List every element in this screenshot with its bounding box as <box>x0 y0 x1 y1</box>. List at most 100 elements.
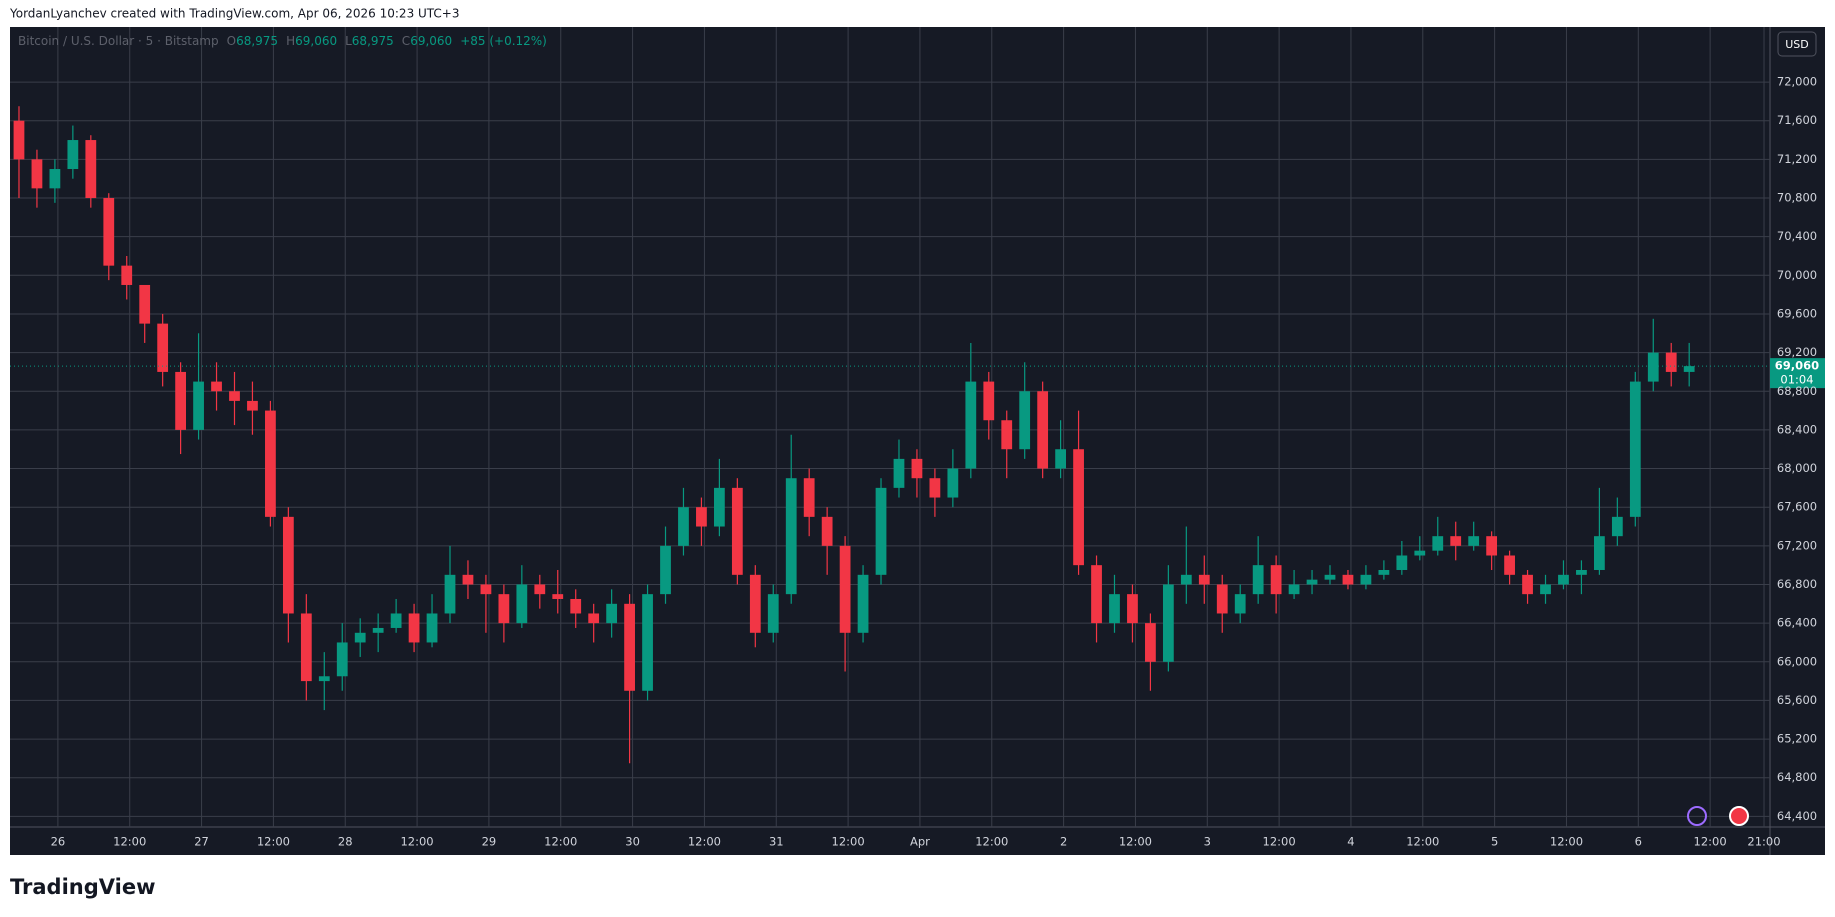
candle-body <box>1378 569 1390 575</box>
currency-button[interactable] <box>1777 31 1817 57</box>
candle-body <box>857 574 869 633</box>
x-tick-label: 29 <box>482 835 497 849</box>
y-tick-label: 68,000 <box>1777 461 1817 475</box>
candle-body <box>1324 574 1336 580</box>
x-tick-label: 3 <box>1204 835 1211 849</box>
candle-body <box>13 120 25 160</box>
x-tick-label: 12:00 <box>1406 835 1439 849</box>
candle-body <box>1486 536 1498 556</box>
x-tick-label: 21:00 <box>1747 835 1780 849</box>
x-tick-label: 6 <box>1635 835 1642 849</box>
candle-body <box>534 584 546 595</box>
candle-body <box>1468 536 1480 546</box>
status-line: Bitcoin / U.S. Dollar · 5 · Bitstamp O68,… <box>18 34 547 48</box>
status-prefix: O <box>227 34 236 48</box>
candle-body <box>1342 574 1354 585</box>
y-tick-label: 72,000 <box>1777 75 1817 89</box>
candle-body <box>462 574 474 585</box>
candle-body <box>1252 565 1264 595</box>
y-tick-label: 69,600 <box>1777 306 1817 320</box>
grid <box>10 27 1770 827</box>
candle-body <box>193 381 204 430</box>
candle-body <box>390 613 402 628</box>
status-prefix: C <box>402 34 410 48</box>
y-tick-label: 67,200 <box>1777 538 1817 552</box>
status-change: +85 (+0.12%) <box>460 34 547 48</box>
status-prefix: L <box>345 34 352 48</box>
status-value: 69,060 <box>410 34 452 48</box>
candle-body <box>1414 550 1426 556</box>
candle-body <box>1540 584 1551 595</box>
y-tick-label: 65,200 <box>1777 732 1817 746</box>
header-text: YordanLyanchev created with TradingView.… <box>9 7 460 21</box>
y-tick-label: 66,400 <box>1777 616 1817 630</box>
x-tick-label: 12:00 <box>1550 835 1583 849</box>
candle-body <box>696 507 707 527</box>
status-value: 68,975 <box>236 34 278 48</box>
candle-body <box>1558 574 1569 585</box>
events-icon[interactable] <box>1687 806 1707 826</box>
y-tick-label: 66,800 <box>1777 577 1817 591</box>
y-tick-label: 71,200 <box>1777 152 1817 166</box>
candle-body <box>839 545 851 633</box>
candle-body <box>1001 420 1013 450</box>
candle-body <box>444 574 456 614</box>
candle-body <box>1504 555 1515 575</box>
candle-body <box>1216 584 1228 614</box>
x-tick-label: 12:00 <box>688 835 721 849</box>
candle-body <box>175 371 186 430</box>
candle-body <box>354 632 366 643</box>
candles <box>13 106 1695 764</box>
candle-body <box>247 400 258 411</box>
candle-body <box>1198 574 1210 585</box>
candle-body <box>300 613 312 682</box>
candle-body <box>516 584 528 624</box>
y-tick-label: 70,800 <box>1777 191 1817 205</box>
candle-body <box>1611 516 1623 537</box>
x-tick-label: 26 <box>51 835 66 849</box>
x-tick-label: 12:00 <box>257 835 290 849</box>
flag-icon[interactable] <box>1729 806 1749 826</box>
candle-body <box>282 516 294 614</box>
candle-body <box>1683 366 1695 372</box>
y-tick-label: 67,600 <box>1777 500 1817 514</box>
symbol-name: Bitcoin / U.S. Dollar · 5 · Bitstamp <box>18 34 219 48</box>
candle-body <box>1055 449 1066 469</box>
currency-label: USD <box>1785 38 1809 51</box>
x-tick-label: 31 <box>769 835 784 849</box>
candle-body <box>336 642 348 677</box>
candle-body <box>552 594 564 599</box>
candle-body <box>49 169 61 189</box>
x-tick-label: 12:00 <box>1694 835 1727 849</box>
x-tick-label: 2 <box>1060 835 1067 849</box>
candle-body <box>749 574 761 633</box>
candle-body <box>767 594 779 633</box>
candle-body <box>1665 352 1677 372</box>
y-tick-label: 68,400 <box>1777 422 1817 436</box>
y-tick-label: 64,400 <box>1777 809 1817 823</box>
candle-body <box>85 140 97 199</box>
candle-body <box>103 198 115 266</box>
candle-body <box>821 516 833 546</box>
candle-body <box>229 391 240 401</box>
y-tick-label: 66,000 <box>1777 654 1817 668</box>
candle-body <box>624 603 635 691</box>
candle-body <box>893 458 905 488</box>
candle-body <box>1594 536 1605 570</box>
candle-body <box>31 159 43 189</box>
candle-body <box>426 613 438 643</box>
x-tick-label: 30 <box>625 835 640 849</box>
candle-body <box>606 603 618 624</box>
candle-body <box>570 598 582 614</box>
x-tick-label: 12:00 <box>1263 835 1296 849</box>
y-tick-label: 70,400 <box>1777 229 1817 243</box>
candle-body <box>731 487 743 575</box>
candle-body <box>911 458 923 479</box>
candle-body <box>875 487 887 575</box>
candle-body <box>947 468 959 498</box>
brand-logo: TradingView <box>10 875 155 899</box>
candle-body <box>983 381 995 421</box>
last-price-label: 69,060 <box>1775 359 1819 373</box>
x-tick-label: 12:00 <box>1119 835 1152 849</box>
